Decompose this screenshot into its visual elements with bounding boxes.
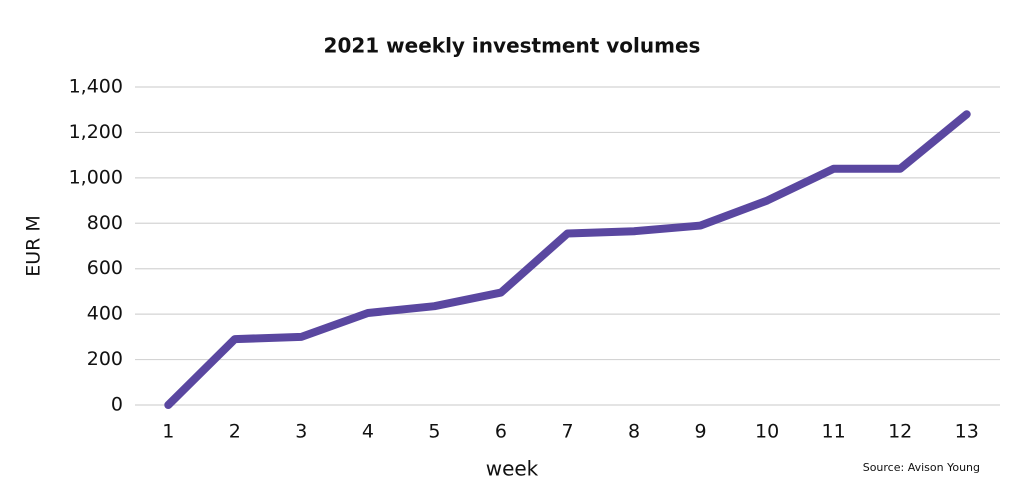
y-tick-label: 0 (111, 394, 123, 416)
x-tick-label: 5 (428, 421, 440, 443)
source-note: Source: Avison Young (863, 461, 980, 474)
chart-title: 2021 weekly investment volumes (324, 34, 701, 58)
y-tick-label: 600 (87, 257, 123, 279)
x-tick-label: 11 (822, 421, 846, 443)
y-tick-label: 400 (87, 303, 123, 325)
x-tick-label: 2 (229, 421, 241, 443)
x-axis-label: week (486, 457, 539, 481)
y-axis-label: EUR M (23, 215, 45, 277)
x-tick-label: 9 (695, 421, 707, 443)
x-tick-label: 6 (495, 421, 507, 443)
y-tick-label: 800 (87, 212, 123, 234)
y-tick-label: 1,200 (69, 121, 123, 143)
line-series (164, 110, 971, 409)
x-tick-label: 7 (561, 421, 573, 443)
x-tick-label: 1 (162, 421, 174, 443)
x-tick-label: 13 (955, 421, 979, 443)
y-tick-label: 1,000 (69, 166, 123, 188)
x-tick-label: 4 (362, 421, 374, 443)
y-tick-label: 1,400 (69, 76, 123, 98)
x-tick-label: 10 (755, 421, 779, 443)
x-tick-label: 12 (888, 421, 912, 443)
y-tick-label: 200 (87, 348, 123, 370)
x-tick-label: 8 (628, 421, 640, 443)
x-tick-label: 3 (295, 421, 307, 443)
